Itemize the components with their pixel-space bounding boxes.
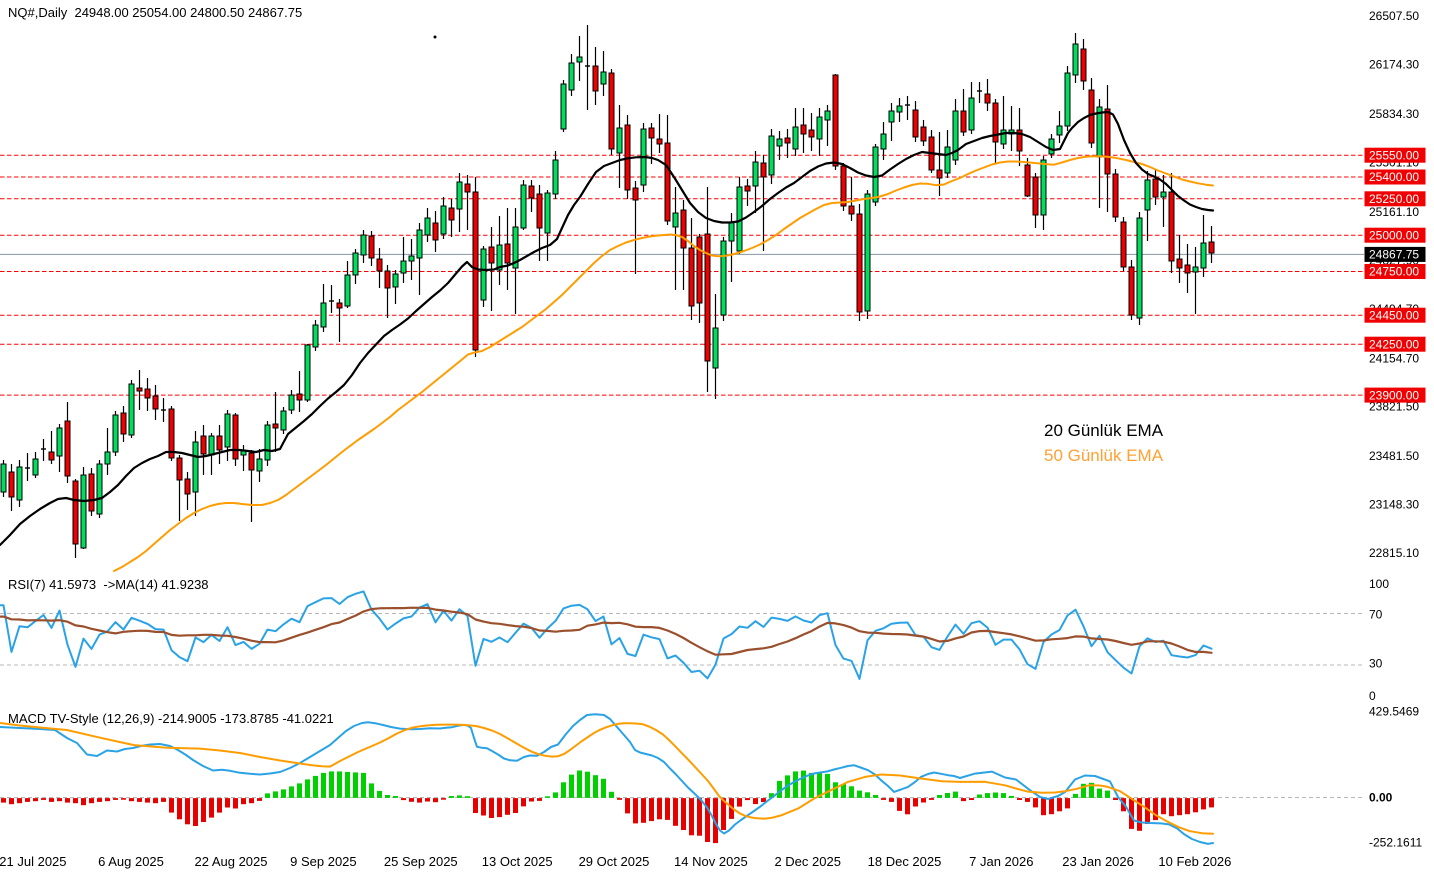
svg-text:2 Dec 2025: 2 Dec 2025 (774, 854, 841, 869)
svg-text:10 Feb 2026: 10 Feb 2026 (1158, 854, 1231, 869)
svg-text:14 Nov 2025: 14 Nov 2025 (674, 854, 748, 869)
svg-text:22815.10: 22815.10 (1369, 546, 1419, 560)
svg-text:0: 0 (1369, 689, 1376, 703)
svg-text:23 Jan 2026: 23 Jan 2026 (1062, 854, 1134, 869)
svg-text:6 Aug 2025: 6 Aug 2025 (98, 854, 164, 869)
svg-text:26174.30: 26174.30 (1369, 58, 1419, 72)
svg-text:13 Oct 2025: 13 Oct 2025 (482, 854, 553, 869)
svg-text:24250.00: 24250.00 (1369, 337, 1419, 351)
svg-text:20 Günlük EMA: 20 Günlük EMA (1044, 421, 1164, 440)
svg-text:24867.75: 24867.75 (1369, 248, 1419, 262)
svg-text:70: 70 (1369, 607, 1383, 621)
svg-text:-252.1611: -252.1611 (1369, 836, 1422, 850)
svg-text:RSI(7) 41.5973 ->MA(14) 41.92: RSI(7) 41.5973 ->MA(14) 41.9238 (8, 577, 209, 592)
svg-text:25 Sep 2025: 25 Sep 2025 (384, 854, 458, 869)
svg-text:23900.00: 23900.00 (1369, 388, 1419, 402)
svg-text:50 Günlük EMA: 50 Günlük EMA (1044, 446, 1164, 465)
svg-text:29 Oct 2025: 29 Oct 2025 (579, 854, 650, 869)
svg-text:23821.50: 23821.50 (1369, 400, 1419, 414)
svg-text:25400.00: 25400.00 (1369, 170, 1419, 184)
svg-text:0.00: 0.00 (1369, 791, 1393, 805)
svg-text:23148.30: 23148.30 (1369, 498, 1419, 512)
svg-text:24750.00: 24750.00 (1369, 265, 1419, 279)
svg-text:25161.10: 25161.10 (1369, 205, 1419, 219)
svg-text:23481.50: 23481.50 (1369, 449, 1419, 463)
svg-text:25550.00: 25550.00 (1369, 148, 1419, 162)
svg-text:25250.00: 25250.00 (1369, 192, 1419, 206)
svg-text:25834.30: 25834.30 (1369, 107, 1419, 121)
svg-text:30: 30 (1369, 656, 1383, 670)
svg-text:429.5469: 429.5469 (1369, 705, 1419, 719)
svg-text:NQ#,Daily 24948.00 25054.00 2: NQ#,Daily 24948.00 25054.00 24800.50 248… (8, 5, 302, 20)
svg-text:24154.70: 24154.70 (1369, 351, 1419, 365)
svg-text:26507.50: 26507.50 (1369, 9, 1419, 23)
svg-text:25000.00: 25000.00 (1369, 228, 1419, 242)
svg-text:18 Dec 2025: 18 Dec 2025 (868, 854, 942, 869)
svg-text:9 Sep 2025: 9 Sep 2025 (290, 854, 357, 869)
svg-text:24450.00: 24450.00 (1369, 308, 1419, 322)
svg-text:22 Aug 2025: 22 Aug 2025 (194, 854, 267, 869)
svg-text:100: 100 (1369, 577, 1389, 591)
svg-text:MACD TV-Style (12,26,9) -214.9: MACD TV-Style (12,26,9) -214.9005 -173.8… (8, 711, 334, 726)
svg-text:21 Jul 2025: 21 Jul 2025 (0, 854, 67, 869)
svg-text:7 Jan 2026: 7 Jan 2026 (969, 854, 1033, 869)
